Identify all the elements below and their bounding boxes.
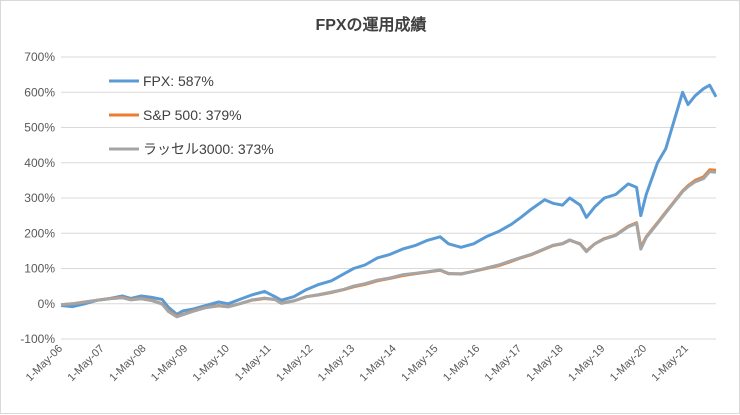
x-tick-label: 1-May-12 <box>274 343 315 384</box>
legend-entry: FPX: 587% <box>143 73 214 89</box>
x-axis-ticks: 1-May-06 1-May-07 1-May-08 1-May-09 1-May-10… <box>24 343 691 384</box>
x-tick-label: 1-May-20 <box>608 343 649 384</box>
x-tick-label: 1-May-07 <box>65 343 106 384</box>
x-tick-label: 1-May-14 <box>358 343 399 384</box>
y-tick-label: 700% <box>24 50 55 64</box>
x-tick-label: 1-May-10 <box>191 343 232 384</box>
y-tick-label: 100% <box>24 262 55 276</box>
gridlines <box>61 56 716 340</box>
y-tick-label: 600% <box>24 85 55 99</box>
legend: FPX: 587% S&P 500: 379% ラッセル3000: 373% <box>109 73 274 157</box>
series-line-1 <box>60 83 718 316</box>
series-line-3 <box>60 170 717 319</box>
y-tick-label: 0% <box>38 297 56 311</box>
x-tick-label: 1-May-17 <box>483 343 524 384</box>
y-tick-label: 300% <box>24 191 55 205</box>
y-tick-label: 200% <box>24 226 55 240</box>
x-tick-label: 1-May-19 <box>566 343 607 384</box>
y-tick-label: 400% <box>24 156 55 170</box>
x-tick-label: 1-May-09 <box>149 343 190 384</box>
x-tick-label: 1-May-08 <box>107 343 148 384</box>
chart-title: FPXの運用成績 <box>315 17 427 34</box>
x-tick-label: 1-May-15 <box>399 343 440 384</box>
legend-entry: S&P 500: 379% <box>143 107 242 123</box>
x-tick-label: 1-May-11 <box>233 343 274 384</box>
x-tick-label: 1-May-13 <box>316 343 357 384</box>
legend-entry: ラッセル3000: 373% <box>143 141 274 157</box>
series-lines <box>60 83 718 319</box>
x-tick-label: 1-May-06 <box>24 343 65 384</box>
x-tick-label: 1-May-21 <box>650 343 691 384</box>
y-tick-label: -100% <box>20 332 55 346</box>
y-tick-label: 500% <box>24 121 55 135</box>
x-tick-label: 1-May-18 <box>524 343 565 384</box>
x-tick-label: 1-May-16 <box>441 343 482 384</box>
y-axis-ticks: -100% 0% 100% 200% 300% 400% 500% 600% 700% <box>20 50 55 346</box>
